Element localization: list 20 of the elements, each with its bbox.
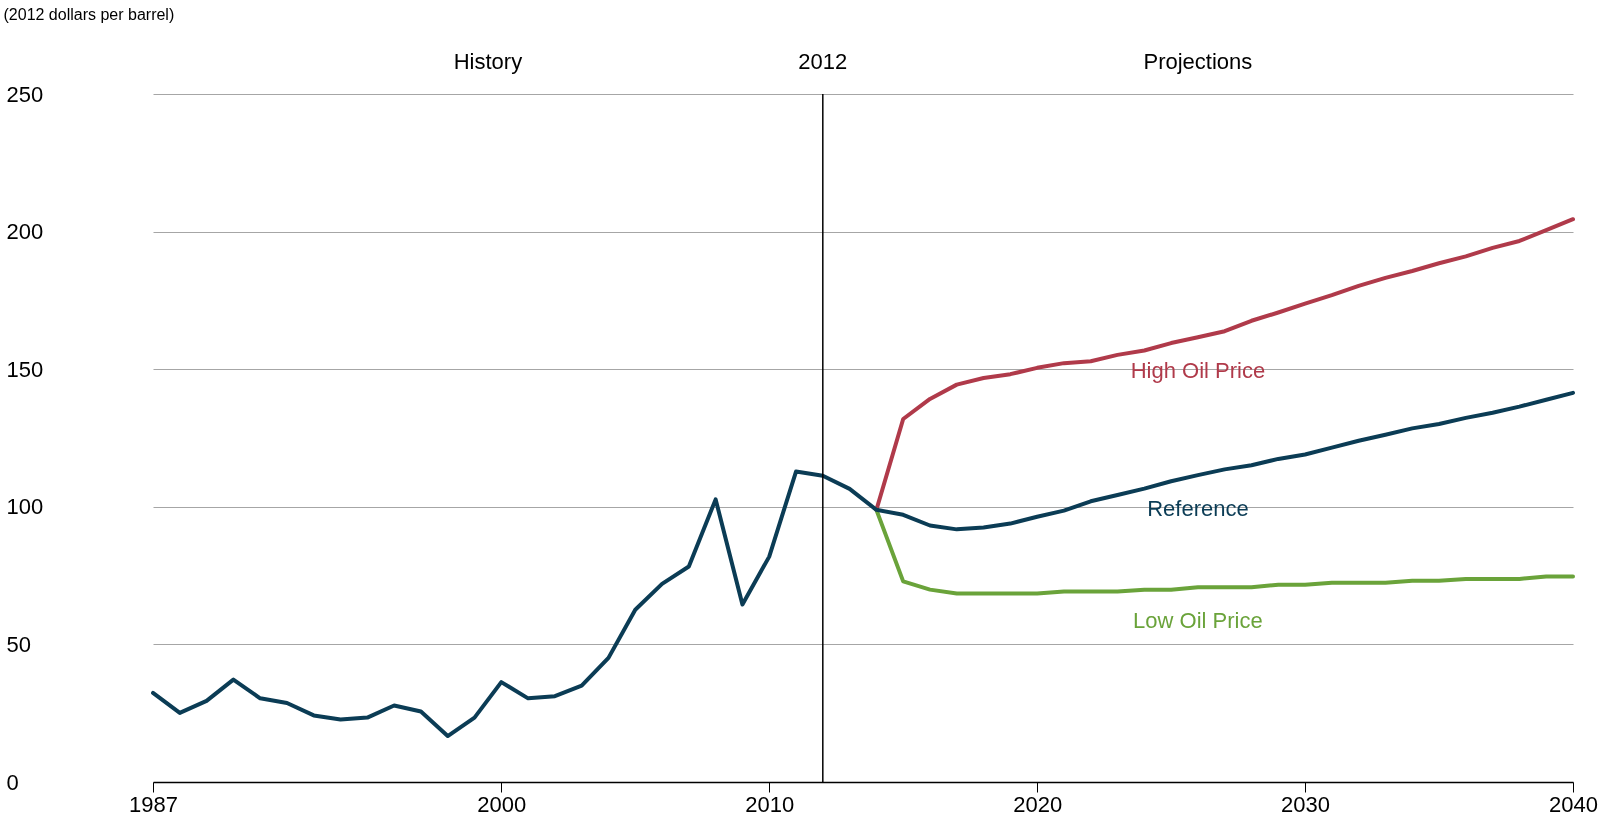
y-tick-label: 250 bbox=[6, 81, 44, 107]
series-label: Low Oil Price bbox=[1133, 608, 1263, 634]
x-tick-label: 2040 bbox=[1549, 791, 1598, 817]
series-label: High Oil Price bbox=[1130, 358, 1266, 384]
y-axis-title: (2012 dollars per barrel) bbox=[3, 5, 175, 23]
y-tick-label: 100 bbox=[6, 494, 44, 520]
series-label: Reference bbox=[1147, 496, 1249, 522]
text: History bbox=[453, 49, 523, 74]
ref-line-label: 2012 bbox=[798, 49, 848, 74]
x-tick-label: 1987 bbox=[129, 791, 178, 817]
y-tick-label: 150 bbox=[6, 356, 44, 382]
y-tick-label: 50 bbox=[6, 631, 31, 657]
x-tick-label: 2020 bbox=[1013, 791, 1063, 817]
y-tick-label: 200 bbox=[6, 219, 44, 245]
text: Projections bbox=[1143, 49, 1253, 74]
y-tick-label: 0 bbox=[6, 769, 19, 795]
line-series bbox=[151, 390, 1575, 739]
x-tick-label: 2010 bbox=[745, 791, 795, 817]
x-tick-label: 2030 bbox=[1281, 791, 1331, 817]
x-tick-label: 2000 bbox=[477, 791, 527, 817]
